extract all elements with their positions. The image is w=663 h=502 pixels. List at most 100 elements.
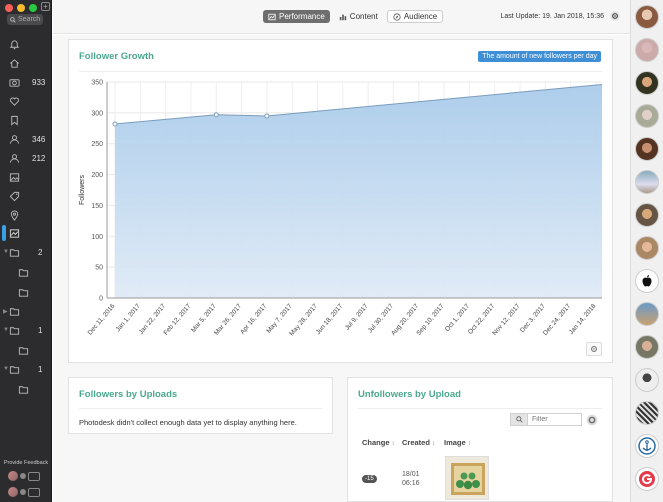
sidebar-folder[interactable]: ▼ 2 [0,244,52,260]
divider [79,71,602,72]
chevron-right-icon: ▶ [3,308,8,315]
folder-count: 1 [38,364,43,374]
area-fill [115,84,602,298]
folder-icon [9,248,20,257]
sidebar-item-following[interactable]: 346 [0,131,52,147]
sidebar-item-notifications[interactable] [0,36,52,52]
avatar[interactable] [635,5,659,29]
column-header-created[interactable]: Created ↕ [402,438,435,447]
sidebar-item-bookmarks[interactable] [0,112,52,128]
column-header-image[interactable]: Image ↕ [444,438,471,447]
sidebar-folder[interactable] [0,284,52,300]
change-badge: -15 [362,475,377,483]
avatar[interactable] [635,335,659,359]
data-point [213,112,219,118]
tab-audience[interactable]: Audience [386,10,444,23]
gear-icon[interactable] [610,11,620,21]
camera-icon[interactable] [28,487,40,497]
series-line [114,83,603,125]
unfollowers-by-upload-card: Unfollowers by Upload Change↕ Created↕ I… [347,377,613,502]
folder-icon [9,326,20,335]
avatar[interactable] [635,137,659,161]
camera-icon[interactable] [28,471,40,481]
avatar [8,487,18,497]
account-row[interactable] [8,486,46,498]
x-tick-label: Mar 5, 2017 [190,302,218,333]
tab-content[interactable]: Content [334,10,383,23]
x-tick-label: Feb 12, 2017 [162,302,192,336]
sidebar-item-gallery[interactable] [0,169,52,185]
last-update-text: Last Update: 19. Jan 2018, 15:36 [500,13,604,20]
y-tick-label: 350 [91,80,103,87]
followers-by-uploads-title: Followers by Uploads [79,389,178,400]
toolbar: Performance Content Audience Last Update… [53,0,630,34]
sidebar-folder[interactable] [0,264,52,280]
column-header-change[interactable]: Change ↕ [362,438,395,447]
sidebar-folder[interactable]: ▼ 1 [0,322,52,338]
gear-icon [591,346,597,352]
follower-growth-title: Follower Growth [79,51,154,62]
sort-icon: ↕ [467,441,471,447]
x-tick-label: Jul 9, 2017 [344,302,370,331]
add-account-button[interactable]: + [41,2,50,11]
y-tick-label: 150 [91,203,103,210]
sidebar-item-tags[interactable] [0,188,52,204]
folder-icon [18,288,29,297]
avatar [8,471,18,481]
avatar[interactable] [635,302,659,326]
folder-icon [18,346,29,355]
avatar[interactable] [635,467,659,491]
location-pin-icon [10,210,19,221]
avatar[interactable] [635,38,659,62]
gear-icon[interactable] [20,489,26,495]
sidebar-search-input[interactable]: Search [7,14,43,25]
sidebar-folder[interactable] [0,381,52,397]
sidebar-item-locations[interactable] [0,207,52,223]
sidebar-item-analytics[interactable] [0,225,52,241]
y-tick-label: 50 [95,265,103,272]
chart-settings-button[interactable] [586,342,602,356]
legend-button[interactable]: The amount of new followers per day [478,51,601,62]
sidebar-item-photos[interactable]: 933 [0,74,52,90]
filter-bar [510,413,598,426]
account-row[interactable] [8,470,46,482]
avatar[interactable] [635,236,659,260]
folder-icon [18,385,29,394]
provide-feedback-button[interactable]: Provide Feedback [3,460,49,466]
gear-icon[interactable] [20,473,26,479]
divider [79,408,322,409]
close-window-button[interactable] [5,4,13,12]
avatar[interactable] [635,203,659,227]
avatar[interactable] [635,368,659,392]
y-axis-label: Followers [79,175,86,205]
y-tick-label: 300 [91,110,103,117]
avatar[interactable] [635,434,659,458]
sidebar-folder[interactable]: ▼ 1 [0,361,52,377]
sidebar-folder[interactable] [0,342,52,358]
sidebar-item-likes[interactable] [0,93,52,109]
upload-thumbnail[interactable] [445,456,489,500]
sidebar-item-followers[interactable]: 212 [0,150,52,166]
chevron-down-icon: ▼ [3,249,9,255]
filter-input[interactable] [528,413,582,426]
avatar[interactable] [635,269,659,293]
search-icon [10,16,16,23]
folder-icon [9,365,20,374]
follower-growth-card: Follower Growth The amount of new follow… [68,39,613,363]
sidebar-folder[interactable]: ▶ [0,303,52,319]
created-date-day: 18/01 [402,471,420,478]
heart-icon [9,97,20,106]
tab-performance[interactable]: Performance [263,10,330,23]
avatar[interactable] [635,170,659,194]
minimize-window-button[interactable] [17,4,25,12]
column-label: Change [362,438,390,447]
avatar[interactable] [635,104,659,128]
maximize-window-button[interactable] [29,4,37,12]
avatar[interactable] [635,71,659,95]
home-icon [10,58,19,68]
gear-icon[interactable] [586,414,598,426]
avatar[interactable] [635,401,659,425]
sidebar-item-home[interactable] [0,55,52,71]
x-tick-label: Jul 30, 2017 [367,302,395,334]
x-tick-label: Oct 1, 2017 [444,302,471,333]
